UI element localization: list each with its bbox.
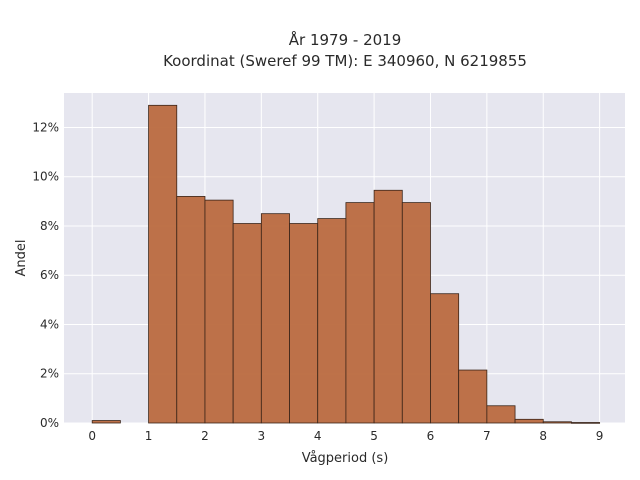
x-tick-label-3: 3 xyxy=(258,429,266,443)
bar-12 xyxy=(430,293,460,424)
bar-16 xyxy=(542,421,572,424)
y-tick-label-4: 8% xyxy=(40,219,59,233)
bar-15 xyxy=(514,418,544,424)
x-tick-label-5: 5 xyxy=(370,429,378,443)
bar-5 xyxy=(232,223,262,424)
y-tick-label-5: 10% xyxy=(32,170,59,184)
y-tick-label-3: 6% xyxy=(40,268,59,282)
x-tick-label-0: 0 xyxy=(88,429,96,443)
y-tick-label-2: 4% xyxy=(40,317,59,331)
chart-title-line2: Koordinat (Sweref 99 TM): E 340960, N 62… xyxy=(163,52,527,70)
x-tick-label-8: 8 xyxy=(539,429,547,443)
y-axis-ticks: 0% 2% 4% 6% 8% 10% 12% xyxy=(32,120,59,430)
x-tick-label-7: 7 xyxy=(483,429,491,443)
bar-13 xyxy=(458,369,488,424)
y-tick-label-6: 12% xyxy=(32,120,59,134)
bar-6 xyxy=(260,213,290,424)
x-tick-label-6: 6 xyxy=(427,429,435,443)
bar-9 xyxy=(345,202,375,424)
bar-7 xyxy=(289,223,319,424)
bar-11 xyxy=(401,202,431,424)
x-tick-label-9: 9 xyxy=(596,429,604,443)
x-tick-label-1: 1 xyxy=(145,429,153,443)
x-tick-label-2: 2 xyxy=(201,429,209,443)
bar-8 xyxy=(317,218,347,424)
x-axis-ticks: 0 1 2 3 4 5 6 7 8 9 xyxy=(88,429,603,443)
bar-2 xyxy=(148,104,178,424)
y-tick-label-0: 0% xyxy=(40,416,59,430)
chart-title-line1: År 1979 - 2019 xyxy=(289,30,402,49)
y-axis-label: Andel xyxy=(14,240,29,277)
y-tick-label-1: 2% xyxy=(40,367,59,381)
bar-14 xyxy=(486,405,516,424)
bar-3 xyxy=(176,196,206,424)
bar-17 xyxy=(571,422,601,424)
bar-0 xyxy=(91,420,121,424)
bar-4 xyxy=(204,199,234,424)
x-axis-label: Vågperiod (s) xyxy=(302,451,389,466)
bar-10 xyxy=(373,189,403,424)
bars xyxy=(91,104,601,424)
x-tick-label-4: 4 xyxy=(314,429,322,443)
